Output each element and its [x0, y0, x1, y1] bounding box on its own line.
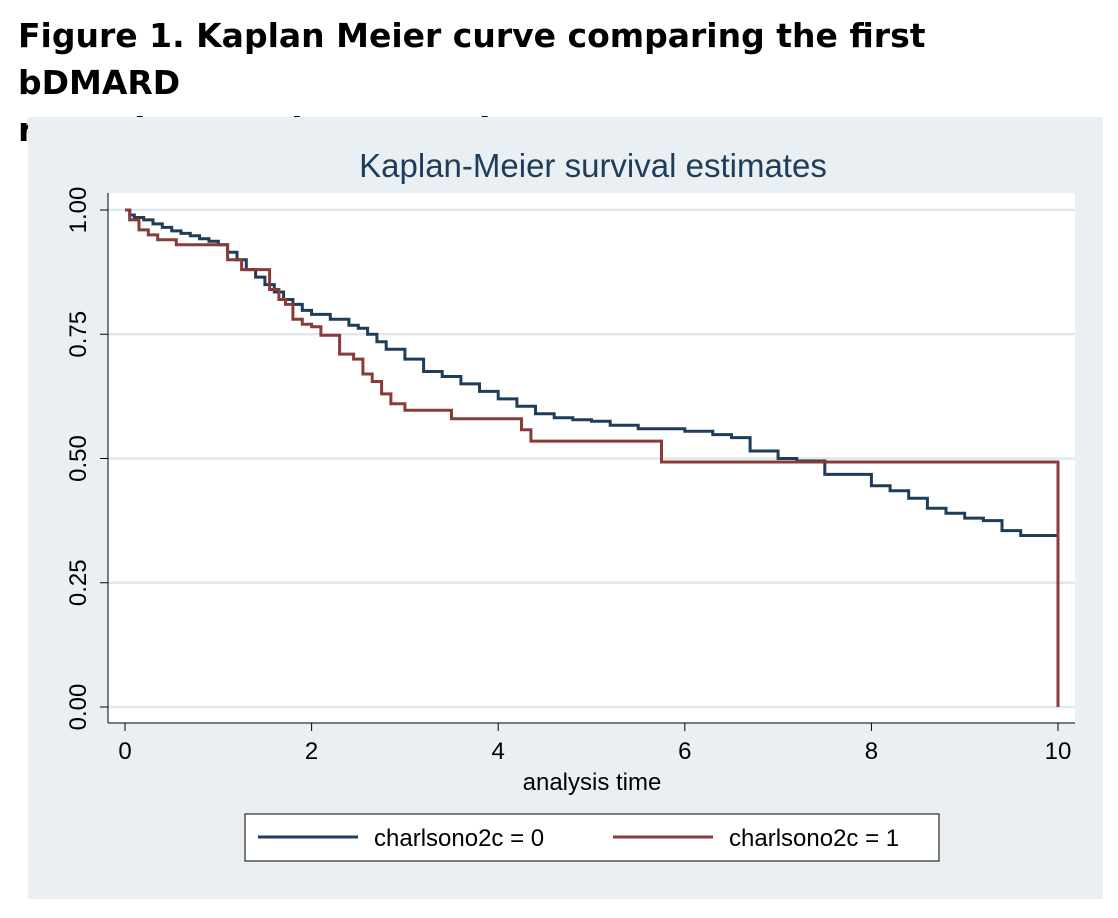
x-tick-label: 0 — [118, 738, 131, 765]
legend: charlsono2c = 0 charlsono2c = 1 — [244, 813, 940, 862]
legend-label-series-0: charlsono2c = 0 — [374, 825, 544, 852]
x-tick-label: 6 — [678, 738, 691, 765]
x-tick-label: 8 — [865, 738, 878, 765]
legend-box — [244, 813, 940, 862]
y-tick-label: 0.50 — [65, 435, 92, 482]
legend-label-series-1: charlsono2c = 1 — [729, 825, 899, 852]
figure-caption-line-1: Figure 1. Kaplan Meier curve comparing t… — [18, 16, 926, 102]
chart-title: Kaplan-Meier survival estimates — [359, 147, 827, 184]
grid-lines — [108, 208, 1075, 709]
chart-container: Kaplan-Meier survival estimates 0.00 0.25… — [28, 117, 1103, 899]
y-tick-label: 0.75 — [65, 311, 92, 358]
axes: 0.00 0.25 0.50 0.75 1.00 0 2 4 6 8 10 — [65, 187, 1075, 765]
y-tick-label: 0.25 — [65, 559, 92, 606]
x-tick-label: 4 — [492, 738, 505, 765]
x-tick-label: 10 — [1045, 738, 1072, 765]
series-layer — [125, 208, 1060, 707]
km-curve-series-0 — [125, 208, 1060, 538]
km-chart: Kaplan-Meier survival estimates 0.00 0.25… — [65, 147, 1075, 862]
y-tick-label: 0.00 — [65, 684, 92, 731]
km-curve-series-1 — [125, 208, 1060, 707]
x-axis-label: analysis time — [523, 769, 662, 796]
x-tick-label: 2 — [305, 738, 318, 765]
y-tick-label: 1.00 — [65, 187, 92, 234]
